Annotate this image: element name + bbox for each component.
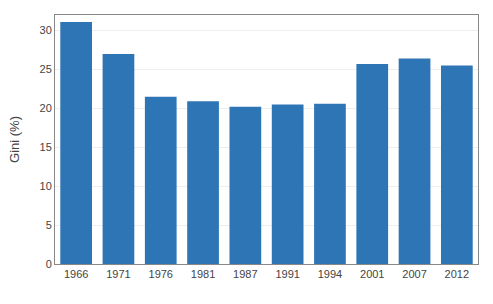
- svg-text:0: 0: [46, 258, 52, 270]
- svg-text:5: 5: [46, 219, 52, 231]
- svg-text:2007: 2007: [402, 268, 426, 280]
- svg-text:15: 15: [40, 141, 52, 153]
- svg-text:1987: 1987: [233, 268, 257, 280]
- svg-text:1994: 1994: [318, 268, 342, 280]
- svg-text:1991: 1991: [275, 268, 299, 280]
- svg-text:2012: 2012: [445, 268, 469, 280]
- svg-text:25: 25: [40, 63, 52, 75]
- svg-text:1981: 1981: [191, 268, 215, 280]
- svg-text:Gini (%): Gini (%): [7, 116, 22, 163]
- svg-text:1966: 1966: [64, 268, 88, 280]
- svg-text:1976: 1976: [149, 268, 173, 280]
- svg-text:20: 20: [40, 102, 52, 114]
- svg-text:30: 30: [40, 24, 52, 36]
- svg-text:10: 10: [40, 180, 52, 192]
- svg-text:2001: 2001: [360, 268, 384, 280]
- svg-text:1971: 1971: [106, 268, 130, 280]
